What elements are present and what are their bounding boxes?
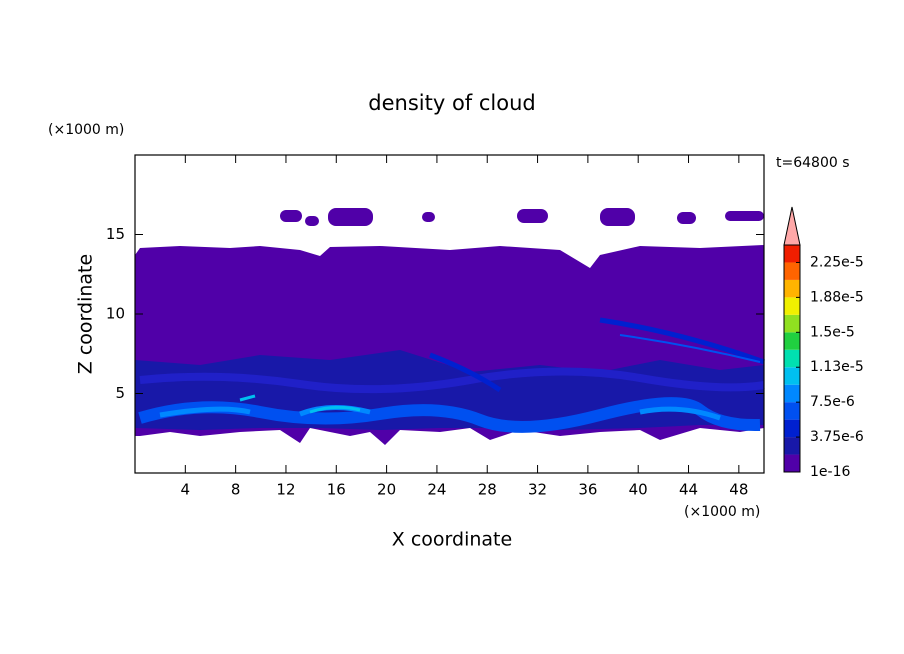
colorbar-band [784,314,800,333]
x-tick-label: 12 [276,481,295,499]
x-tick-label: 20 [377,481,396,499]
contour-region [422,212,435,222]
colorbar-band [784,437,800,455]
y-axis-title: Z coordinate [75,254,97,374]
colorbar-tick-label: 1.5e-5 [810,324,855,340]
contour-region [328,208,373,226]
colorbar-band [784,402,800,420]
colorbar-tick-label: 1.88e-5 [810,289,864,305]
x-axis-title: X coordinate [392,529,512,551]
contour-field [135,208,765,445]
colorbar-band [784,349,800,368]
colorbar-tick-label: 2.25e-5 [810,254,864,270]
x-unit: (×1000 m) [684,504,760,520]
x-tick-label: 40 [629,481,648,499]
y-tick-label: 15 [106,225,125,243]
contour-region [429,317,765,393]
contour-region [619,334,761,363]
colorbar-band [784,262,800,280]
colorbar-band [784,384,800,403]
colorbar-band [784,454,800,472]
colorbar-tick-label: 1.13e-5 [810,359,864,375]
colorbar-tick-label: 7.5e-6 [810,394,855,410]
y-unit: (×1000 m) [48,122,124,138]
y-tick-label: 5 [115,384,125,402]
time-label: t=64800 s [776,155,850,171]
x-tick-label: 44 [679,481,698,499]
colorbar-band [784,367,800,385]
colorbar-band [784,245,800,263]
colorbar-band [784,279,800,298]
colorbar-band [784,297,800,315]
contour-region [239,394,361,414]
x-tick-label: 16 [327,481,346,499]
x-tick-label: 24 [427,481,446,499]
contour-region [600,208,635,226]
x-tick-label: 4 [181,481,191,499]
contour-region [517,209,548,223]
contour-region [725,211,764,221]
colorbar-band [784,419,800,438]
y-tick-label: 10 [106,305,125,323]
x-tick-label: 32 [528,481,547,499]
colorbar-band [784,332,800,350]
contour-region [677,212,696,224]
x-tick-label: 8 [231,481,241,499]
x-tick-label: 48 [729,481,748,499]
colorbar-tick-label: 1e-16 [810,464,850,480]
colorbar-frame [783,244,801,473]
chart-title: density of cloud [368,91,535,115]
colorbar-tick-label: 3.75e-6 [810,429,864,445]
x-tick-label: 36 [578,481,597,499]
contour-region [138,397,761,433]
contour-region [305,216,319,226]
contour-region [280,210,302,222]
x-tick-label: 28 [478,481,497,499]
contour-region [139,367,765,394]
